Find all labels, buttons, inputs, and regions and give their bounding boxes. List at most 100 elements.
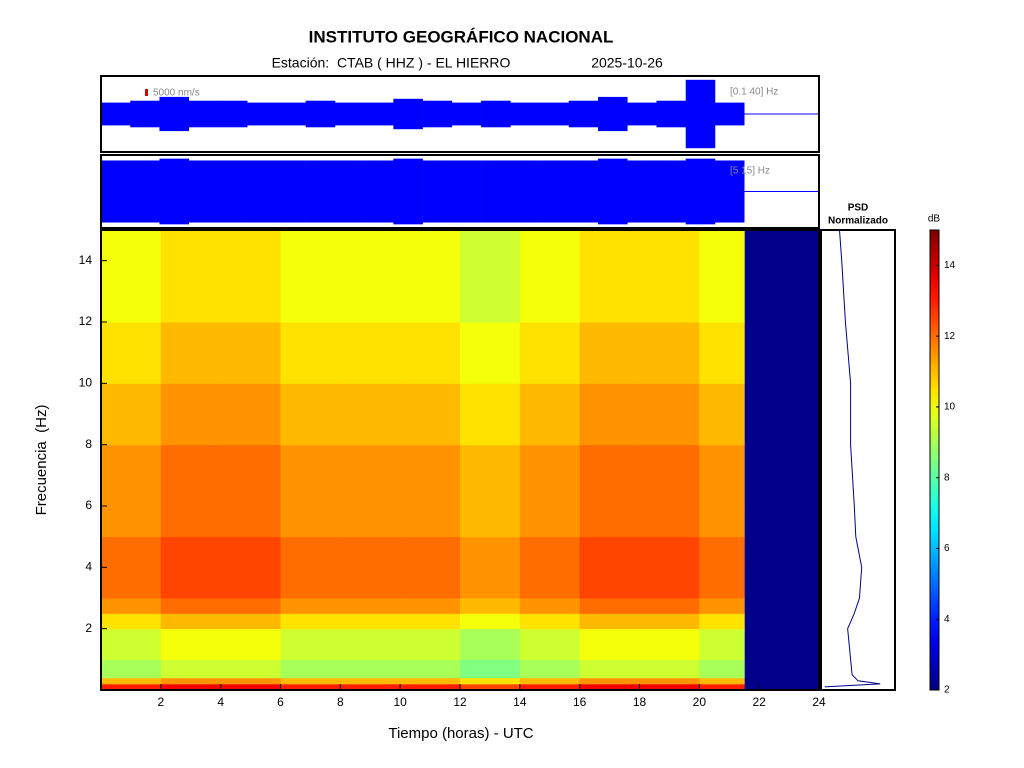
heat-cell	[460, 677, 521, 685]
trace-envelope	[101, 160, 131, 223]
heat-cell	[280, 677, 341, 685]
heat-cell	[579, 383, 640, 446]
y-tick-label: 4	[85, 560, 92, 574]
heat-cell	[101, 613, 162, 630]
y-tick-label: 8	[85, 437, 92, 451]
y-tick-label: 6	[85, 498, 92, 512]
heat-cell	[699, 567, 745, 599]
trace-envelope	[568, 160, 599, 223]
trace-envelope	[334, 160, 365, 223]
heat-cell	[639, 322, 700, 384]
trace-envelope	[247, 102, 277, 126]
heat-cell	[699, 536, 745, 568]
heat-cell	[579, 444, 640, 507]
x-tick-label: 4	[217, 695, 224, 709]
heat-cell	[340, 628, 401, 660]
heat-cell	[400, 613, 461, 630]
heat-cell	[280, 536, 341, 568]
y-tick-label: 10	[79, 376, 93, 390]
trace-envelope	[334, 102, 365, 126]
heat-cell	[101, 322, 162, 384]
heat-cell	[699, 506, 745, 538]
heat-cell	[220, 230, 281, 323]
heat-cell	[101, 659, 162, 679]
x-tick-label: 10	[393, 695, 407, 709]
heat-cell	[340, 613, 401, 630]
x-tick-label: 12	[453, 695, 467, 709]
trace-envelope	[510, 160, 540, 223]
heat-cell	[639, 659, 700, 679]
heat-cell	[400, 598, 461, 614]
heat-cell	[220, 659, 281, 679]
heat-cell	[220, 567, 281, 599]
heat-cell	[340, 598, 401, 614]
heat-cell	[699, 659, 745, 679]
chart-title: INSTITUTO GEOGRÁFICO NACIONAL	[309, 27, 614, 46]
heat-cell	[400, 506, 461, 538]
x-tick-label: 8	[337, 695, 344, 709]
heat-cell	[160, 683, 222, 691]
heat-cell	[280, 322, 341, 384]
heat-cell	[579, 683, 640, 691]
heat-cell	[579, 567, 640, 599]
heat-cell	[400, 659, 461, 679]
heat-cell	[460, 628, 521, 660]
heat-cell	[220, 506, 281, 538]
heat-cell	[160, 383, 222, 446]
heat-cell	[220, 444, 281, 507]
heat-cell	[460, 506, 521, 538]
heat-cell	[101, 567, 162, 599]
trace-envelope	[568, 100, 599, 128]
trace-frame	[100, 75, 820, 153]
heat-cell	[400, 567, 461, 599]
heat-cell	[340, 230, 401, 323]
trace-envelope	[101, 102, 131, 126]
y-axis-label: Frecuencia (Hz)	[33, 405, 50, 516]
colorbar-tick-label: 2	[944, 685, 950, 696]
heat-cell	[460, 567, 521, 599]
heat-cell	[280, 613, 341, 630]
heat-cell	[699, 628, 745, 660]
heat-cell	[519, 677, 581, 685]
heat-cell	[160, 567, 222, 599]
heat-cell	[160, 536, 222, 568]
trace-envelope	[481, 160, 511, 223]
heat-cell	[639, 598, 700, 614]
heat-cell	[460, 613, 521, 630]
trace-envelope	[130, 160, 160, 223]
heat-cell	[220, 628, 281, 660]
heat-cell	[519, 598, 581, 614]
heat-cell	[400, 383, 461, 446]
trace-envelope	[656, 160, 687, 223]
trace-envelope	[276, 102, 306, 126]
heat-cell	[340, 506, 401, 538]
heat-cell	[280, 659, 341, 679]
heat-cell	[280, 598, 341, 614]
heat-cell	[160, 322, 222, 384]
heat-cell	[220, 598, 281, 614]
heat-cell	[639, 628, 700, 660]
heat-cell	[280, 230, 341, 323]
heat-cell	[280, 683, 341, 691]
trace-envelope	[188, 100, 219, 128]
station: Estación: CTAB ( HHZ ) - EL HIERRO	[272, 55, 511, 71]
heat-cell	[579, 613, 640, 630]
heat-cell	[101, 383, 162, 446]
heat-cell	[101, 230, 162, 323]
heat-cell	[400, 322, 461, 384]
heat-cell	[639, 677, 700, 685]
psd-subtitle: Normalizado	[828, 216, 888, 227]
heat-cell	[519, 322, 581, 384]
trace-envelope	[422, 100, 453, 128]
heat-cell	[699, 444, 745, 507]
heat-cell	[220, 322, 281, 384]
heat-cell	[220, 677, 281, 685]
trace-envelope	[714, 160, 745, 223]
heat-cell	[340, 322, 401, 384]
y-tick-label: 2	[85, 621, 92, 635]
heat-cell	[579, 628, 640, 660]
heat-cell	[340, 444, 401, 507]
heat-cell	[579, 659, 640, 679]
heat-cell	[280, 506, 341, 538]
